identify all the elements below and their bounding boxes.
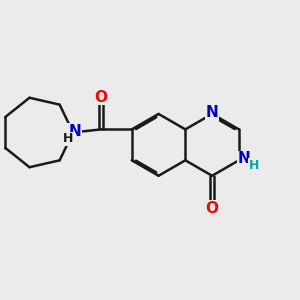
Text: N: N bbox=[206, 105, 218, 120]
Text: H: H bbox=[63, 133, 73, 146]
Text: H: H bbox=[249, 159, 260, 172]
Text: N: N bbox=[238, 151, 250, 166]
Text: O: O bbox=[94, 89, 107, 104]
Text: N: N bbox=[68, 124, 81, 139]
Text: O: O bbox=[206, 201, 219, 216]
